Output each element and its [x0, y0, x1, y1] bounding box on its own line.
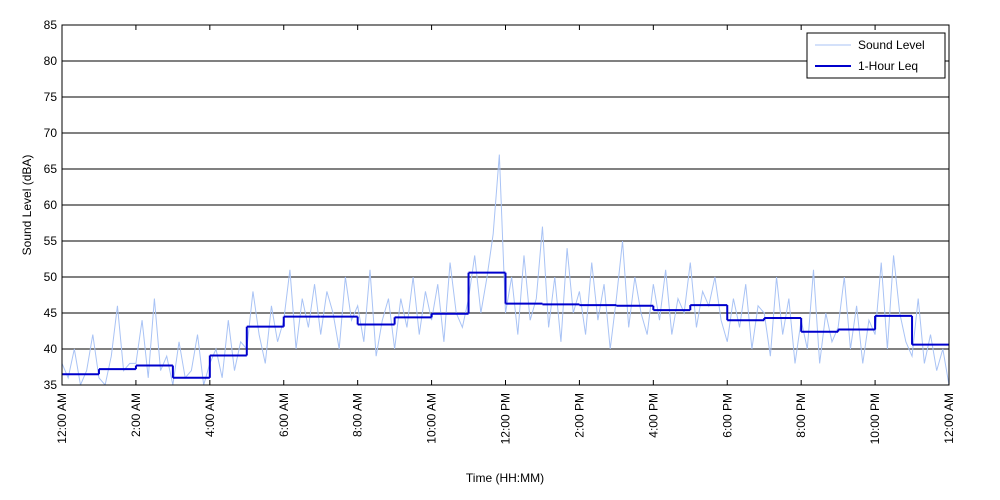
y-tick-label: 60	[44, 198, 58, 212]
x-tick-label: 10:00 AM	[425, 393, 439, 444]
x-tick-label: 4:00 PM	[646, 393, 660, 438]
legend-label: 1-Hour Leq	[858, 59, 918, 73]
x-tick-label: 8:00 AM	[351, 393, 365, 437]
y-tick-label: 80	[44, 54, 58, 68]
plot-layer	[62, 154, 949, 385]
x-tick-label: 12:00 AM	[942, 393, 956, 444]
y-tick-label: 85	[44, 18, 58, 32]
legend-label: Sound Level	[858, 38, 925, 52]
x-tick-label: 10:00 PM	[868, 393, 882, 444]
legend-box	[806, 32, 946, 79]
x-tick-label: 8:00 PM	[794, 393, 808, 438]
x-tick-label: 6:00 PM	[720, 393, 734, 438]
x-tick-label: 4:00 AM	[203, 393, 217, 437]
x-tick-label: 6:00 AM	[277, 393, 291, 437]
y-tick-label: 55	[44, 234, 58, 248]
y-tick-label: 50	[44, 270, 58, 284]
x-tick-label: 12:00 PM	[499, 393, 513, 444]
x-tick-label: 2:00 AM	[129, 393, 143, 437]
x-tick-label: 2:00 PM	[572, 393, 586, 438]
x-axis-label: Time (HH:MM)	[466, 471, 544, 485]
y-tick-label: 40	[44, 342, 58, 356]
y-tick-label: 75	[44, 90, 58, 104]
y-tick-label: 70	[44, 126, 58, 140]
x-tick-label: 12:00 AM	[55, 393, 69, 444]
plot-frame	[61, 24, 950, 386]
y-tick-label: 35	[44, 378, 58, 392]
y-tick-label: 45	[44, 306, 58, 320]
y-axis-label: Sound Level (dBA)	[20, 155, 34, 256]
y-tick-label: 65	[44, 162, 58, 176]
